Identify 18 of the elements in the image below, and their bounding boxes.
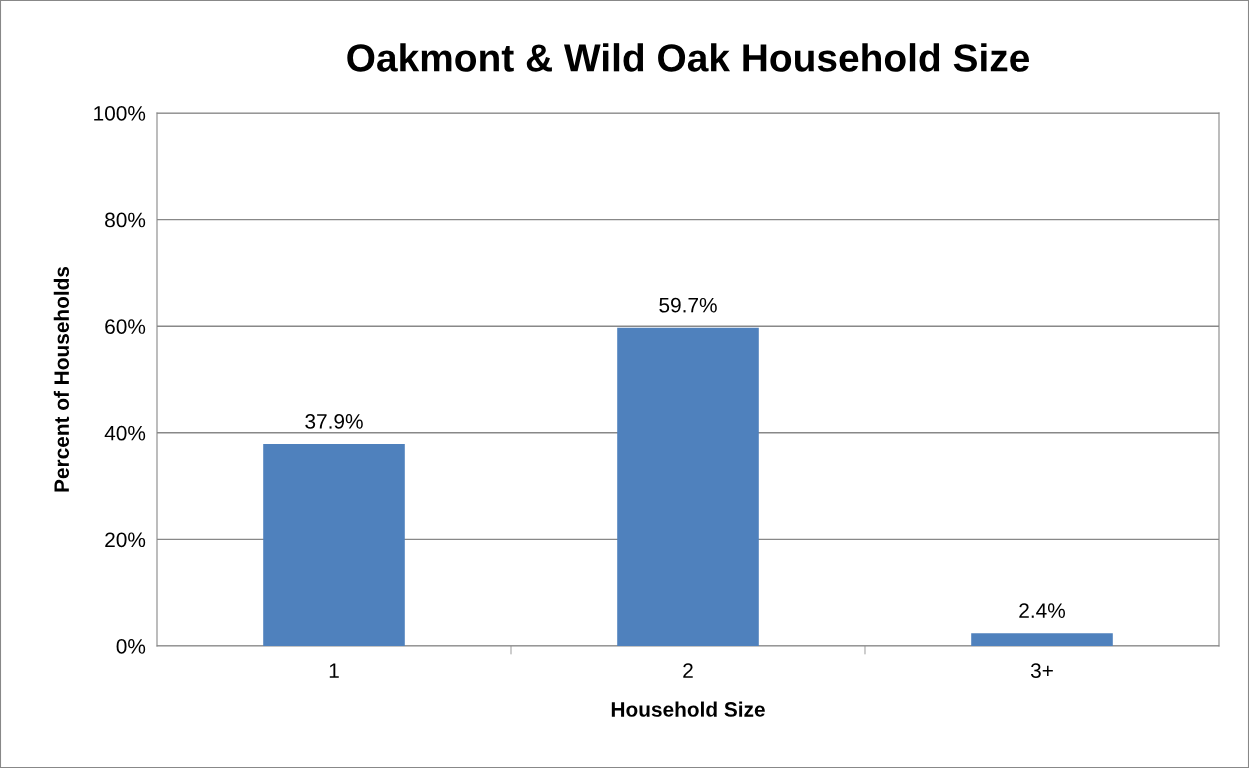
x-tick-label: 3+ [1030, 663, 1053, 678]
y-tick-label: 20% [105, 532, 146, 548]
chart-title: Oakmont & Wild Oak Household Size [347, 43, 1029, 72]
x-tick-label: 1 [329, 663, 339, 678]
y-tick-label: 0% [116, 639, 146, 654]
y-tick-label: 60% [105, 319, 146, 334]
bar [617, 327, 759, 646]
bar [263, 443, 405, 646]
y-tick-label: 80% [105, 212, 146, 228]
y-tick-label: 40% [104, 425, 146, 441]
data-label: 37.9% [305, 414, 363, 429]
x-axis-title: Household Size [611, 701, 765, 717]
data-label: 59.7% [659, 297, 717, 313]
bar [971, 633, 1113, 646]
data-label: 2.4% [1019, 603, 1065, 618]
x-tick-label: 2 [683, 663, 693, 678]
y-axis-title: Percent of Households [53, 266, 70, 492]
y-tick-label: 100% [94, 106, 146, 121]
